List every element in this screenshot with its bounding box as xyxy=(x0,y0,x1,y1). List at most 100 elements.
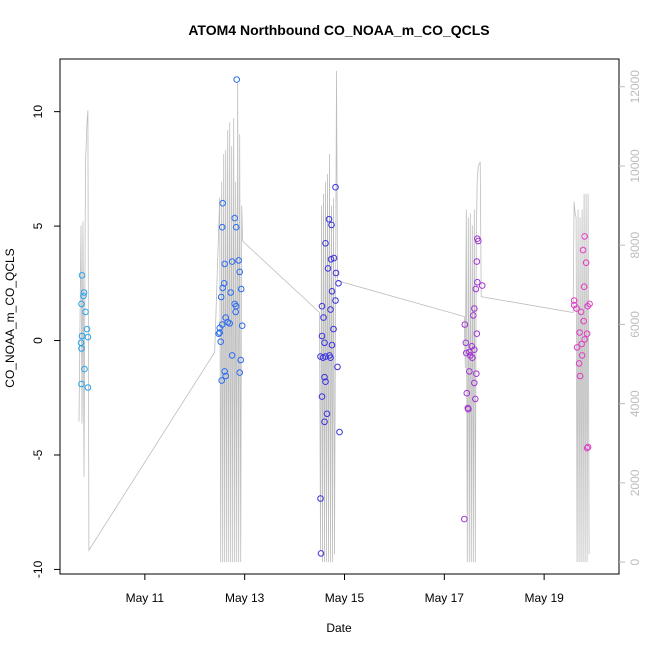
data-point xyxy=(474,278,481,286)
data-point xyxy=(573,344,581,351)
data-point xyxy=(471,305,478,312)
data-point xyxy=(576,372,584,380)
data-point xyxy=(78,300,85,308)
data-point xyxy=(575,360,583,367)
x-tick-label: May 19 xyxy=(524,591,564,605)
x-tick-label: May 15 xyxy=(325,591,365,605)
y-tick-label: 5 xyxy=(31,222,45,229)
data-point xyxy=(581,336,588,343)
data-point xyxy=(323,410,331,418)
data-point xyxy=(584,443,592,451)
data-point xyxy=(473,370,480,378)
data-point xyxy=(318,332,326,340)
data-point xyxy=(335,280,342,287)
data-point xyxy=(473,330,481,338)
data-point xyxy=(570,297,578,304)
data-point xyxy=(328,221,335,229)
data-point xyxy=(469,354,476,362)
data-point xyxy=(461,515,468,523)
data-point xyxy=(237,356,244,364)
data-point xyxy=(583,330,591,338)
x-axis-label: Date xyxy=(326,621,352,635)
data-point xyxy=(579,246,587,254)
data-point xyxy=(581,233,588,240)
data-point xyxy=(84,333,92,341)
data-point xyxy=(84,384,92,391)
data-point xyxy=(322,240,329,247)
x-tick-label: May 13 xyxy=(225,591,265,605)
data-point xyxy=(78,345,85,352)
data-point xyxy=(462,339,470,347)
data-point xyxy=(233,76,240,83)
data-point xyxy=(582,259,590,267)
data-point xyxy=(219,199,226,207)
data-point xyxy=(81,365,88,373)
data-point xyxy=(321,339,328,347)
y2-axis: 0 2000 4000 6000 8000 10000 12000 xyxy=(619,70,642,565)
data-point xyxy=(465,405,472,413)
data-point xyxy=(584,302,591,310)
data-point xyxy=(324,265,332,272)
data-point xyxy=(228,352,236,359)
data-point xyxy=(583,444,591,452)
chart-title: ATOM4 Northbound CO_NOAA_m_CO_QCLS xyxy=(188,22,489,38)
data-point xyxy=(231,214,238,222)
data-point xyxy=(577,308,585,316)
data-point xyxy=(336,428,343,436)
data-point xyxy=(473,258,481,265)
x-tick-label: May 17 xyxy=(425,591,465,605)
data-point xyxy=(237,285,245,293)
data-point xyxy=(77,339,85,347)
y2-tick-label: 0 xyxy=(628,558,642,565)
y2-tick-label: 8000 xyxy=(628,232,642,259)
data-point xyxy=(317,550,325,557)
data-point xyxy=(330,254,338,262)
data-point xyxy=(580,317,587,325)
data-point xyxy=(83,325,91,333)
data-point xyxy=(328,341,336,349)
data-point xyxy=(236,268,243,276)
y2-tick-label: 2000 xyxy=(628,469,642,496)
data-point xyxy=(472,395,479,403)
data-point xyxy=(232,308,239,316)
data-point xyxy=(470,312,477,319)
y-axis: -10 -5 0 5 10 xyxy=(31,105,60,578)
x-axis: May 11 May 13 May 15 May 17 May 19 xyxy=(126,574,564,605)
data-point xyxy=(221,260,228,268)
data-point xyxy=(228,258,236,265)
data-point xyxy=(78,272,86,279)
data-point xyxy=(321,418,328,426)
data-point xyxy=(317,495,324,502)
data-point xyxy=(330,325,337,333)
data-point xyxy=(216,329,223,336)
y2-tick-label: 10000 xyxy=(628,149,642,183)
data-point xyxy=(318,302,326,310)
data-point xyxy=(332,297,339,304)
y2-tick-label: 6000 xyxy=(628,311,642,338)
data-point xyxy=(221,368,228,375)
data-point xyxy=(580,283,588,291)
data-point xyxy=(332,269,340,277)
data-point xyxy=(220,280,228,287)
y-tick-label: -10 xyxy=(31,560,45,578)
data-point xyxy=(78,380,85,388)
data-point xyxy=(322,378,329,386)
altitude-layer xyxy=(78,70,590,563)
data-point xyxy=(471,379,478,387)
data-point xyxy=(80,292,87,300)
x-tick-label: May 11 xyxy=(126,591,165,605)
data-point xyxy=(321,373,328,381)
data-point xyxy=(576,329,583,336)
data-point xyxy=(235,257,242,264)
data-point xyxy=(218,321,226,328)
data-point xyxy=(578,352,586,359)
y-tick-label: 0 xyxy=(31,337,45,344)
data-point xyxy=(320,314,327,321)
plot-frame xyxy=(59,58,620,575)
data-point xyxy=(226,320,233,327)
data-point xyxy=(217,293,225,301)
data-point xyxy=(332,183,339,191)
data-point xyxy=(217,338,224,346)
y-tick-label: 10 xyxy=(31,105,45,119)
